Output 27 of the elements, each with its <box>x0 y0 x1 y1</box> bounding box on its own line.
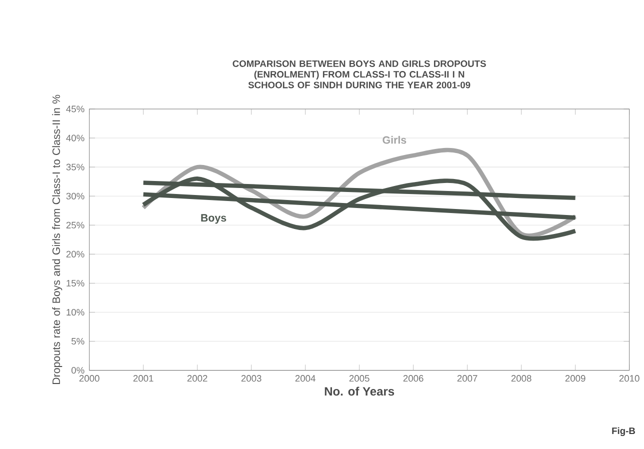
y-tick-label: 35% <box>66 164 84 170</box>
y-tick-label: 10% <box>66 308 84 316</box>
y-tick-label: 45% <box>66 106 84 112</box>
y-tick-label: 40% <box>66 134 84 142</box>
y-tick-label: 25% <box>66 222 84 228</box>
y-tick-label: 15% <box>66 280 84 286</box>
x-tick-label: 2003 <box>241 375 262 382</box>
y-tick-label: 5% <box>72 338 84 345</box>
y-tick-label: 30% <box>66 192 84 200</box>
x-tick-label: 2002 <box>187 375 208 382</box>
text: Fig-B <box>612 427 635 436</box>
series-label: Boys <box>201 214 226 224</box>
y-tick-label: 20% <box>66 250 84 258</box>
x-tick-label: 2006 <box>403 375 424 382</box>
chart-title: COMPARISON BETWEEN BOYS AND GIRLS DROPOUTS (ENROLMENT) FROM CLASS-I TO CLASS-II I N SCHOOLS OF SINDH DURING THE YEAR 2001-09 <box>232 60 486 88</box>
x-tick-label: 2005 <box>349 375 370 382</box>
x-tick-label: 2007 <box>457 375 478 382</box>
x-tick-label: 2009 <box>565 375 586 382</box>
x-tick-label: 2001 <box>133 375 154 382</box>
x-tick-label: 2000 <box>79 375 100 382</box>
x-tick-label: 2004 <box>295 375 316 382</box>
y-tick-label: 0% <box>71 367 84 374</box>
series-label: Girls <box>382 136 406 144</box>
x-tick-label: 2010 <box>619 375 640 382</box>
x-tick-label: 2008 <box>511 375 532 382</box>
x-axis-title: No. of Years <box>324 386 394 396</box>
y-axis-title: Dropouts rate of Boys and Girls from Class-I to Class-II in % <box>52 94 62 384</box>
